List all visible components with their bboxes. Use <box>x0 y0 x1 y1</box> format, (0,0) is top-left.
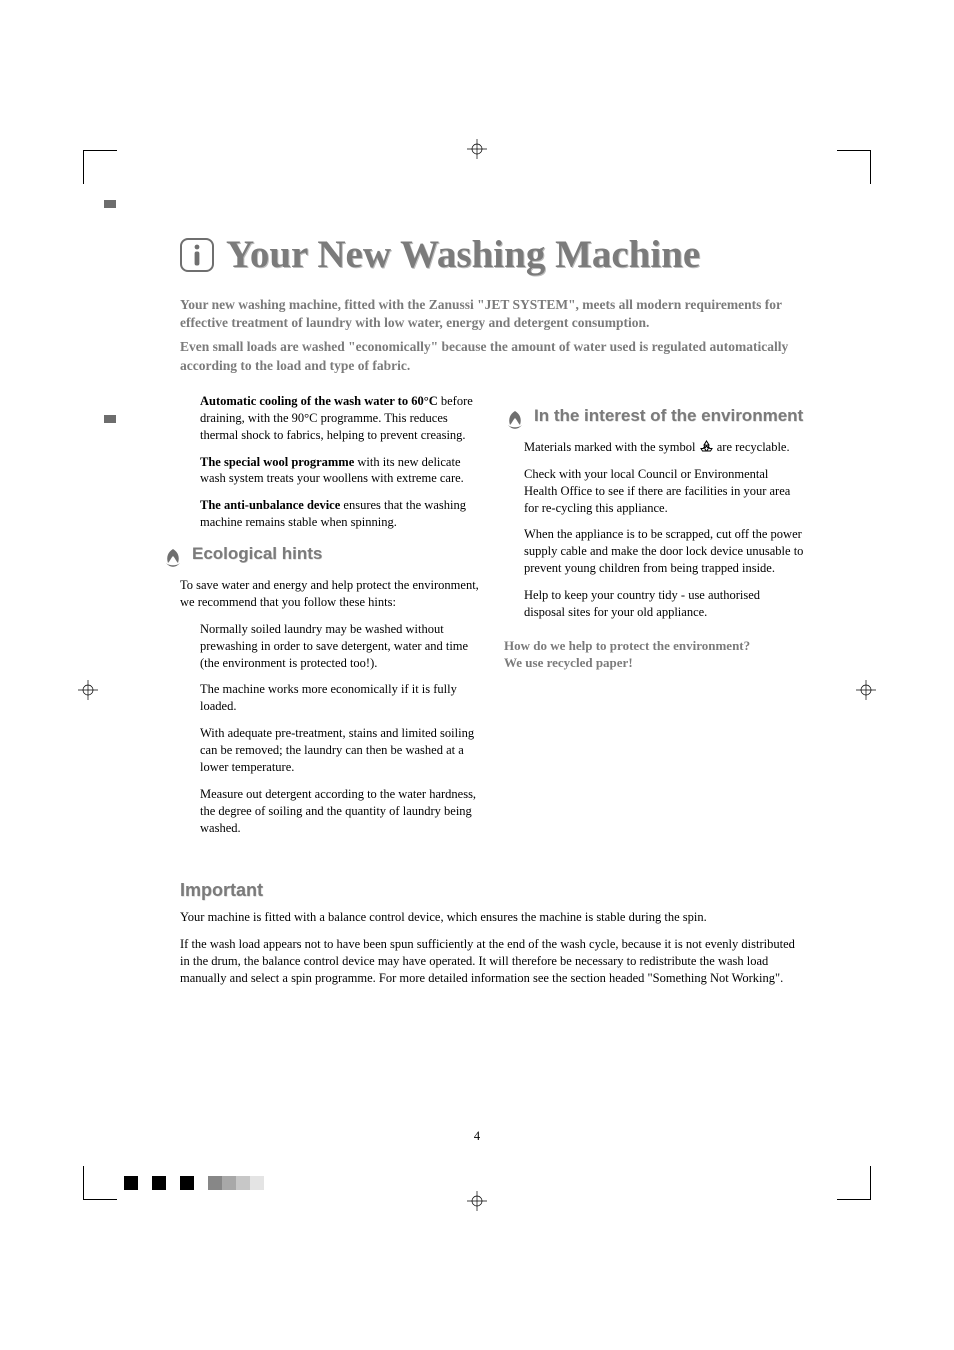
leaf-icon <box>504 409 526 431</box>
eco-intro-paragraph: To save water and energy and help protec… <box>180 577 480 611</box>
page-number: 4 <box>0 1129 954 1144</box>
env-paragraph-2: Check with your local Council or Environ… <box>524 466 804 517</box>
color-bar <box>124 1176 264 1190</box>
color-swatch <box>222 1176 236 1190</box>
environment-heading: In the interest of the environment <box>534 407 803 426</box>
color-swatch <box>180 1176 194 1190</box>
crop-mark <box>837 150 871 184</box>
env-footer-2: We use recycled paper! <box>504 654 804 672</box>
eco-hint-4: Measure out detergent according to the w… <box>200 786 480 837</box>
eco-hint-2: The machine works more economically if i… <box>200 681 480 715</box>
info-icon <box>180 238 214 272</box>
wool-programme-paragraph: The special wool programme with its new … <box>200 454 480 488</box>
margin-tick <box>104 200 116 208</box>
color-swatch <box>166 1176 180 1190</box>
crop-mark <box>837 1166 871 1200</box>
ecological-hints-heading: Ecological hints <box>192 545 322 564</box>
page-content: Your New Washing Machine Your new washin… <box>180 235 804 997</box>
env-paragraph-3: When the appliance is to be scrapped, cu… <box>524 526 804 577</box>
color-swatch <box>250 1176 264 1190</box>
env-footer-1: How do we help to protect the environmen… <box>504 637 804 655</box>
eco-hint-1: Normally soiled laundry may be washed wi… <box>200 621 480 672</box>
right-column: In the interest of the environment Mater… <box>504 393 804 847</box>
crop-mark <box>83 150 117 184</box>
leaf-icon <box>162 547 184 569</box>
color-swatch <box>124 1176 138 1190</box>
intro-paragraph-1: Your new washing machine, fitted with th… <box>180 296 804 332</box>
important-paragraph-2: If the wash load appears not to have bee… <box>180 936 804 987</box>
important-heading: Important <box>180 880 804 901</box>
eco-hint-3: With adequate pre-treatment, stains and … <box>200 725 480 776</box>
registration-mark <box>78 680 98 700</box>
important-paragraph-1: Your machine is fitted with a balance co… <box>180 909 804 926</box>
color-swatch <box>152 1176 166 1190</box>
color-swatch <box>236 1176 250 1190</box>
wool-bold: The special wool programme <box>200 455 354 469</box>
registration-mark <box>467 1191 487 1211</box>
env-1a: Materials marked with the symbol <box>524 440 699 454</box>
color-swatch <box>194 1176 208 1190</box>
recycle-icon <box>699 440 714 454</box>
two-column-layout: Automatic cooling of the wash water to 6… <box>180 393 804 847</box>
ecological-heading-row: Ecological hints <box>162 545 480 569</box>
color-swatch <box>138 1176 152 1190</box>
unbalance-bold: The anti-unbalance device <box>200 498 340 512</box>
environment-heading-row: In the interest of the environment <box>504 407 804 431</box>
auto-cooling-bold: Automatic cooling of the wash water to 6… <box>200 394 438 408</box>
left-column: Automatic cooling of the wash water to 6… <box>180 393 480 847</box>
env-1b: are recyclable. <box>714 440 790 454</box>
important-section: Important Your machine is fitted with a … <box>180 880 804 987</box>
env-paragraph-1: Materials marked with the symbol are rec… <box>524 439 804 456</box>
page-title: Your New Washing Machine <box>226 235 700 274</box>
registration-mark <box>467 139 487 159</box>
color-swatch <box>208 1176 222 1190</box>
crop-mark <box>83 1166 117 1200</box>
margin-tick <box>104 415 116 423</box>
auto-cooling-paragraph: Automatic cooling of the wash water to 6… <box>200 393 480 444</box>
env-paragraph-4: Help to keep your country tidy - use aut… <box>524 587 804 621</box>
title-row: Your New Washing Machine <box>180 235 804 274</box>
anti-unbalance-paragraph: The anti-unbalance device ensures that t… <box>200 497 480 531</box>
registration-mark <box>856 680 876 700</box>
intro-paragraph-2: Even small loads are washed "economicall… <box>180 338 804 374</box>
